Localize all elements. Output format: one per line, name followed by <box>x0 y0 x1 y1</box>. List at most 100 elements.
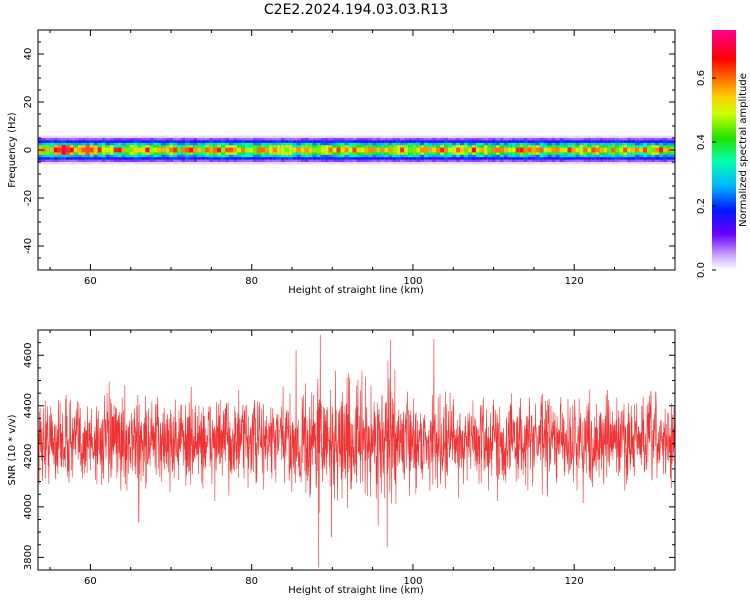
heatmap-cell <box>647 147 652 153</box>
heatmap-cell <box>659 147 664 153</box>
snr-panel: 60 80 100 120 4600 4400 4200 4000 3800 Height of… <box>7 329 676 596</box>
heatmap-cell <box>663 147 668 153</box>
heatmap-cell <box>340 147 345 153</box>
heatmap-cell <box>491 147 497 153</box>
heatmap-cell <box>448 147 453 153</box>
y-tick-label: 3800 <box>23 545 34 570</box>
heatmap-cell <box>515 147 521 153</box>
heatmap-cell <box>547 147 552 153</box>
heatmap-cell <box>384 147 389 153</box>
heatmap-cell <box>599 147 604 153</box>
heatmap-cell <box>161 147 166 153</box>
x-tick-label: 80 <box>245 576 258 587</box>
spectrogram-y-axis-label: Frequency (Hz) <box>7 112 18 188</box>
heatmap-cell <box>432 147 437 153</box>
heatmap-cell <box>153 147 158 153</box>
heatmap-cell <box>364 147 369 153</box>
heatmap-cell <box>193 147 198 153</box>
heatmap-cell <box>655 147 660 153</box>
heatmap-cell <box>328 147 333 153</box>
heatmap-cell <box>181 147 186 153</box>
heatmap-cell <box>372 147 377 153</box>
heatmap-cell <box>360 147 365 153</box>
heatmap-cell <box>475 147 481 153</box>
heatmap-cell <box>631 147 636 153</box>
heatmap-cell <box>221 147 226 153</box>
heatmap-cell <box>141 147 146 153</box>
x-tick-label: 120 <box>565 276 584 287</box>
colorbar-tick-label: 0.4 <box>696 134 707 150</box>
heatmap-cell <box>428 147 433 153</box>
snr-ticks: 60 80 100 120 4600 4400 4200 4000 3800 <box>23 329 675 587</box>
heatmap-cell <box>555 147 560 153</box>
y-tick-label: 4200 <box>23 444 34 469</box>
heatmap-cell <box>237 147 242 153</box>
heatmap-cell <box>225 147 230 153</box>
spectrogram-panel: 60 80 100 120 40 20 0 -20 -40 Height of straight… <box>7 29 676 296</box>
heatmap-cell <box>635 147 640 153</box>
snr-series-line <box>38 335 675 568</box>
heatmap-cell <box>607 147 612 153</box>
colorbar-ticks: 0.0 0.2 0.4 0.6 <box>696 70 716 278</box>
heatmap-cell <box>543 147 548 153</box>
figure-title: C2E2.2024.194.03.03.R13 <box>264 2 448 18</box>
heatmap-cell <box>344 147 349 153</box>
heatmap-cell <box>209 147 214 153</box>
heatmap-cell <box>523 147 528 153</box>
heatmap-cell <box>157 147 162 153</box>
heatmap-cell <box>280 147 286 153</box>
y-tick-label: -20 <box>23 190 34 206</box>
heatmap-cell <box>137 147 142 153</box>
heatmap-cell <box>213 147 218 153</box>
heatmap-cell <box>627 147 632 153</box>
y-tick-label: 0 <box>23 147 34 153</box>
heatmap-cell <box>85 147 91 153</box>
heatmap-cell <box>284 147 290 153</box>
heatmap-cell <box>245 147 250 153</box>
heatmap-cell <box>308 147 314 153</box>
heatmap-cell <box>643 147 648 153</box>
heatmap-cell <box>45 147 51 153</box>
heatmap-cell <box>252 147 258 153</box>
heatmap-cell <box>348 147 353 153</box>
heatmap-cell <box>268 147 274 153</box>
heatmap-cell <box>125 147 130 153</box>
heatmap-cell <box>487 147 493 153</box>
heatmap-cell <box>288 147 294 153</box>
heatmap-cell <box>456 147 461 153</box>
heatmap-cell <box>467 147 473 153</box>
heatmap-cell <box>276 147 282 153</box>
heatmap-cell <box>121 147 126 153</box>
heatmap-cell <box>117 147 122 153</box>
heatmap-cell <box>527 147 532 153</box>
heatmap-cell <box>332 147 337 153</box>
heatmap-cell <box>352 147 357 153</box>
heatmap-cell <box>73 147 79 153</box>
x-tick-label: 120 <box>565 576 584 587</box>
colorbar-tick-label: 0.2 <box>696 198 707 214</box>
heatmap-cell <box>440 147 445 153</box>
heatmap-cell <box>205 147 210 153</box>
heatmap-cell <box>619 147 624 153</box>
heatmap-cell <box>324 147 329 153</box>
heatmap-cell <box>368 147 373 153</box>
x-tick-label: 60 <box>84 576 97 587</box>
heatmap-cell <box>444 147 449 153</box>
heatmap-cell <box>109 147 114 153</box>
heatmap-cell <box>185 147 190 153</box>
heatmap-cell <box>173 147 178 153</box>
heatmap-cell <box>65 147 71 153</box>
heatmap-cell <box>392 147 397 153</box>
heatmap-cell <box>113 147 118 153</box>
heatmap-cell <box>89 147 95 153</box>
heatmap-cell <box>499 147 505 153</box>
heatmap-cell <box>197 147 202 153</box>
colorbar-tick-label: 0.0 <box>696 262 707 278</box>
heatmap-cell <box>61 147 67 153</box>
heatmap-cell <box>539 147 544 153</box>
snr-frame <box>37 329 676 571</box>
heatmap-cell <box>296 147 302 153</box>
heatmap-cell <box>69 147 75 153</box>
heatmap-cell <box>101 147 106 153</box>
